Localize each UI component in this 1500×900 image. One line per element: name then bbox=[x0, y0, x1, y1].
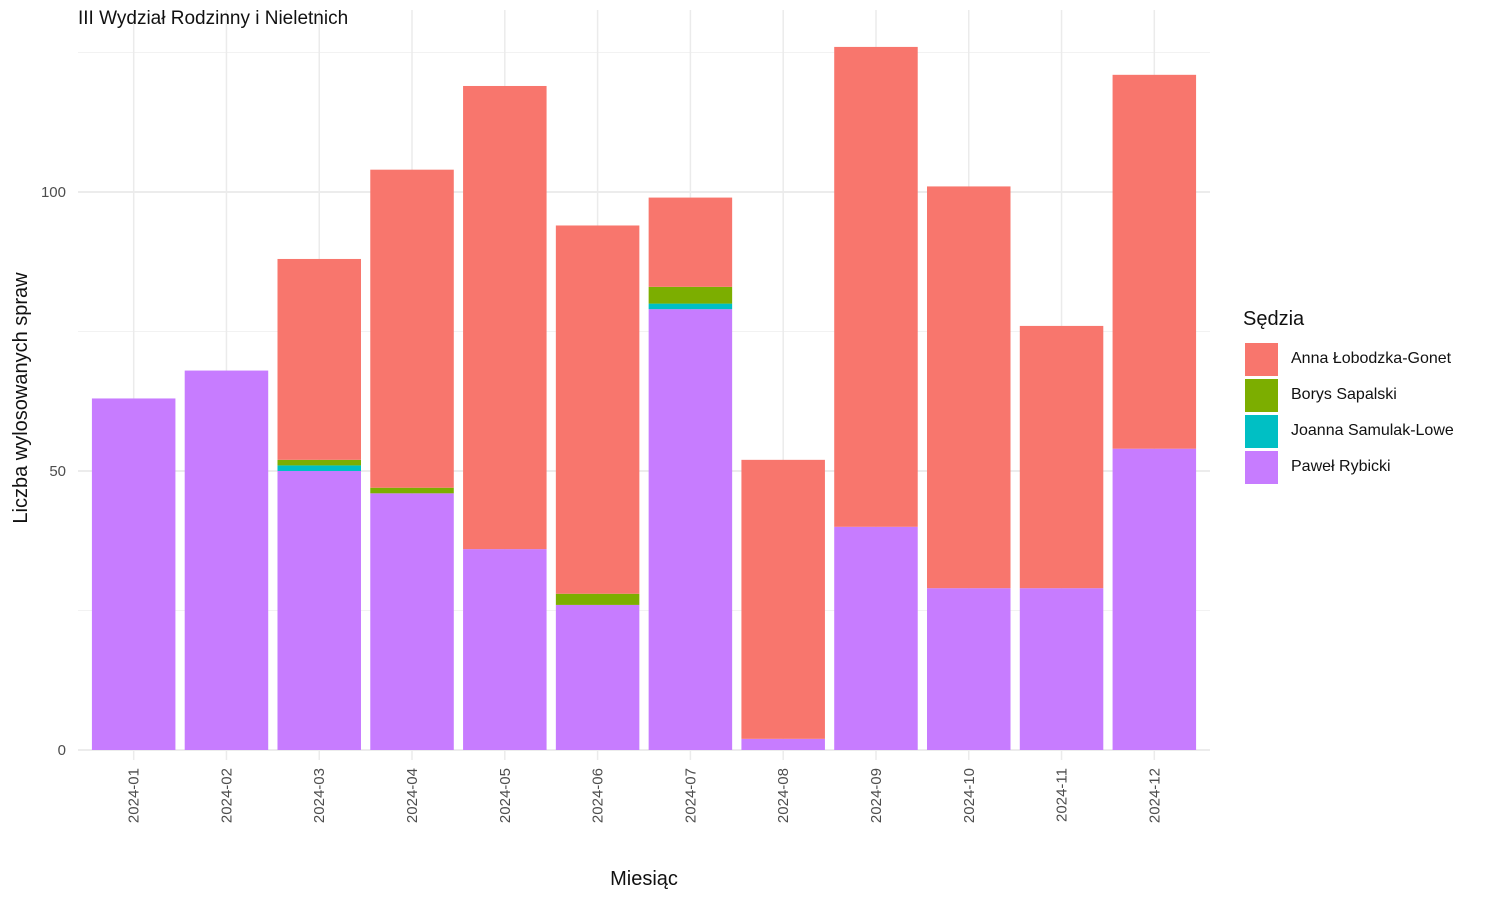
bar-segment bbox=[277, 465, 361, 471]
x-tick-label: 2024-08 bbox=[775, 768, 792, 823]
bar-segment bbox=[648, 197, 733, 287]
bar-segment bbox=[648, 309, 733, 750]
bar-segment bbox=[277, 258, 361, 460]
x-tick-label: 2024-12 bbox=[1146, 768, 1163, 823]
legend-swatch bbox=[1245, 378, 1278, 412]
legend-label: Anna Łobodzka-Gonet bbox=[1291, 350, 1452, 367]
bar-segment bbox=[741, 459, 825, 739]
bar-segment bbox=[927, 588, 1011, 750]
bar-segment bbox=[1019, 325, 1104, 589]
legend-item: Paweł Rybicki bbox=[1243, 449, 1454, 485]
x-tick-label: 2024-07 bbox=[682, 768, 699, 823]
x-tick-label: 2024-03 bbox=[311, 768, 328, 823]
x-axis-ticks: 2024-01 2024-02 2024-03 2024-04 2024-05 2024-… bbox=[126, 768, 1164, 823]
x-tick-label: 2024-05 bbox=[497, 768, 514, 823]
y-tick-label: 50 bbox=[49, 463, 66, 480]
y-axis-ticks: 0 50 100 bbox=[41, 184, 66, 759]
bar-segment bbox=[184, 370, 269, 750]
bar-segment bbox=[370, 493, 454, 750]
x-tick-label: 2024-02 bbox=[218, 768, 235, 823]
chart-title: III Wydział Rodzinny i Nieletnich bbox=[78, 8, 349, 29]
bar-segment bbox=[555, 593, 640, 605]
bars bbox=[91, 46, 1197, 750]
legend-item: Anna Łobodzka-Gonet bbox=[1243, 341, 1454, 377]
x-tick-label: 2024-06 bbox=[590, 768, 607, 823]
bar-segment bbox=[277, 471, 361, 750]
legend-swatch bbox=[1245, 450, 1278, 484]
x-tick-label: 2024-11 bbox=[1054, 768, 1071, 822]
legend-label: Joanna Samulak-Lowe bbox=[1291, 422, 1454, 439]
bar-segment bbox=[1112, 448, 1197, 750]
bar-segment bbox=[91, 398, 176, 750]
bar-segment bbox=[370, 487, 454, 494]
y-tick-label: 0 bbox=[58, 742, 66, 759]
legend-swatch bbox=[1245, 414, 1278, 448]
x-axis-title: Miesiąc bbox=[610, 868, 678, 890]
bar-segment bbox=[1112, 74, 1197, 449]
x-tick-label: 2024-04 bbox=[404, 768, 421, 823]
bar-segment bbox=[834, 526, 918, 750]
bar-segment bbox=[370, 169, 454, 488]
x-tick-label: 2024-09 bbox=[868, 768, 885, 823]
bar-segment bbox=[648, 286, 733, 304]
bar-segment bbox=[648, 303, 733, 310]
bar-segment bbox=[834, 46, 918, 527]
bar-segment bbox=[555, 225, 640, 594]
legend-title: Sędzia bbox=[1243, 308, 1305, 330]
bar-segment bbox=[741, 738, 825, 750]
y-tick-label: 100 bbox=[41, 184, 66, 201]
legend-item: Joanna Samulak-Lowe bbox=[1243, 413, 1454, 449]
legend-label: Borys Sapalski bbox=[1291, 386, 1397, 403]
legend-label: Paweł Rybicki bbox=[1291, 458, 1391, 475]
bar-segment bbox=[927, 186, 1011, 589]
legend: Sędzia Anna Łobodzka-Gonet Borys Sapalski… bbox=[1243, 308, 1454, 485]
bar-segment bbox=[555, 604, 640, 750]
bar-segment bbox=[277, 459, 361, 466]
bar-segment bbox=[463, 85, 547, 550]
x-tick-label: 2024-10 bbox=[961, 768, 978, 823]
legend-item: Borys Sapalski bbox=[1243, 377, 1454, 413]
x-tick-label: 2024-01 bbox=[126, 768, 143, 823]
bar-segment bbox=[1019, 588, 1104, 750]
legend-items: Anna Łobodzka-Gonet Borys Sapalski Joanna … bbox=[1243, 341, 1454, 485]
y-axis-title: Liczba wylosowanych spraw bbox=[10, 272, 32, 524]
bar-segment bbox=[463, 549, 547, 750]
legend-swatch bbox=[1245, 342, 1278, 376]
